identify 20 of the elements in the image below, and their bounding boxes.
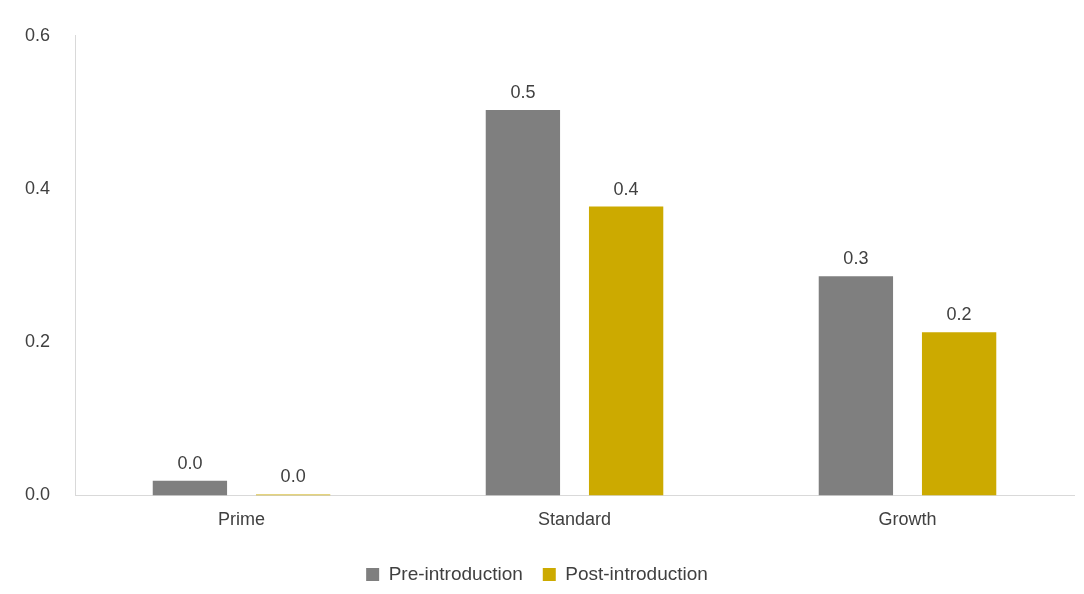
- bar: [152, 480, 228, 496]
- data-label: 0.0: [177, 452, 203, 473]
- x-tick-label: Prime: [218, 509, 266, 530]
- data-label: 0.2: [946, 304, 972, 325]
- y-tick-label: 0.6: [24, 24, 51, 45]
- bar: [818, 276, 894, 496]
- legend-label: Pre-introduction: [388, 562, 523, 584]
- bar: [485, 110, 561, 496]
- data-label: 0.4: [613, 178, 639, 199]
- legend-label: Post-introduction: [565, 562, 708, 584]
- data-label: 0.3: [843, 248, 869, 269]
- bar: [588, 206, 664, 496]
- data-label: 0.0: [280, 466, 306, 487]
- data-label: 0.5: [510, 82, 536, 103]
- x-tick-label: Growth: [878, 509, 937, 530]
- y-tick-label: 0.0: [24, 484, 51, 505]
- bar: [921, 332, 997, 496]
- x-tick-label: Standard: [537, 509, 612, 530]
- y-tick-label: 0.2: [24, 331, 51, 352]
- y-tick-label: 0.4: [24, 177, 51, 198]
